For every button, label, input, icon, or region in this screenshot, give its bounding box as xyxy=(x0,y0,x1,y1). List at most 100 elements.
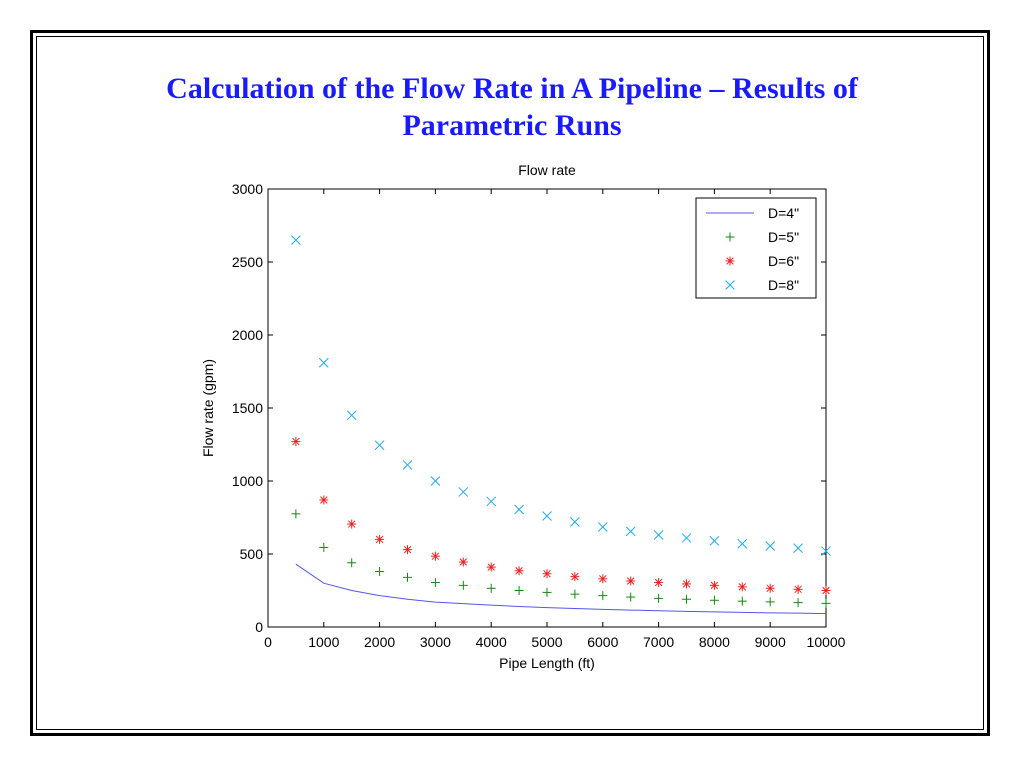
legend-marker-sample xyxy=(725,256,735,266)
data-point xyxy=(821,546,831,556)
slide-title-line-1: Calculation of the Flow Rate in A Pipeli… xyxy=(166,72,858,105)
data-point xyxy=(375,534,385,544)
data-point xyxy=(514,504,524,515)
data-point xyxy=(793,598,803,608)
x-tick-label: 2000 xyxy=(364,634,395,650)
data-point xyxy=(486,583,496,593)
data-point xyxy=(681,533,692,543)
data-point xyxy=(458,557,468,567)
marker-stroke xyxy=(597,522,608,532)
marker-stroke xyxy=(822,586,830,595)
marker-stroke xyxy=(625,526,636,537)
data-point xyxy=(346,410,357,421)
data-point xyxy=(765,541,776,551)
data-point xyxy=(318,357,329,368)
data-point xyxy=(403,545,412,555)
marker-stroke xyxy=(794,585,802,594)
x-tick-label: 9000 xyxy=(755,634,786,650)
data-point xyxy=(542,569,552,579)
legend-marker-sample xyxy=(725,232,735,242)
data-point xyxy=(737,582,747,592)
legend: D=4" D=5" D=6" D=8" xyxy=(695,197,817,299)
data-point xyxy=(793,584,803,594)
marker-stroke xyxy=(514,504,524,515)
data-point xyxy=(597,522,608,532)
series-layer xyxy=(291,235,831,615)
data-point xyxy=(626,576,636,586)
marker-stroke xyxy=(626,577,635,585)
marker-stroke xyxy=(291,235,301,245)
marker-stroke xyxy=(765,541,776,551)
legend-entry-label: D=6" xyxy=(768,253,799,269)
marker-stroke xyxy=(543,569,551,578)
slide-outer-border xyxy=(30,30,990,736)
marker-stroke xyxy=(725,280,735,290)
marker-stroke xyxy=(571,572,579,581)
data-point xyxy=(598,591,608,601)
legend-box xyxy=(695,197,817,299)
data-point xyxy=(347,558,357,568)
y-tick-label: 2000 xyxy=(232,327,263,343)
marker-stroke xyxy=(430,476,441,486)
data-point xyxy=(598,574,608,584)
y-axis-label: Flow rate (gpm) xyxy=(200,359,216,457)
x-tick-label: 0 xyxy=(264,634,272,650)
series-3 xyxy=(291,235,831,556)
marker-stroke xyxy=(347,520,356,528)
data-point xyxy=(570,589,580,599)
series-line xyxy=(295,563,827,615)
data-point xyxy=(709,580,719,590)
marker-stroke xyxy=(487,563,495,571)
marker-stroke xyxy=(402,460,413,470)
x-axis-label: Pipe Length (ft) xyxy=(499,655,595,671)
legend-entry-label: D=5" xyxy=(768,229,799,245)
data-point xyxy=(793,543,803,554)
chart-title: Flow rate xyxy=(518,162,576,178)
marker-stroke xyxy=(542,511,552,521)
y-tick-label: 1000 xyxy=(232,473,263,489)
series-2 xyxy=(291,437,831,595)
data-point xyxy=(654,593,664,603)
slide-inner-border xyxy=(36,36,984,730)
data-point xyxy=(709,536,720,546)
data-point xyxy=(625,526,636,537)
legend-marker-sample xyxy=(725,280,735,290)
x-tick-label: 8000 xyxy=(699,634,730,650)
data-point xyxy=(403,572,412,582)
x-tick-label: 7000 xyxy=(643,634,674,650)
marker-stroke xyxy=(737,538,748,549)
x-tick-label: 6000 xyxy=(587,634,618,650)
data-point xyxy=(765,597,775,607)
marker-stroke xyxy=(653,530,664,540)
data-point xyxy=(291,509,301,519)
data-point xyxy=(319,495,329,505)
x-axis: 0 1000 2000 3000 4000 5000 6000 7000 8000 9000 100… xyxy=(264,189,846,650)
data-point xyxy=(682,579,691,589)
y-tick-label: 0 xyxy=(255,619,263,635)
x-tick-label: 5000 xyxy=(531,634,562,650)
data-point xyxy=(291,235,301,245)
marker-stroke xyxy=(374,440,385,451)
data-point xyxy=(821,598,831,608)
data-point xyxy=(542,511,552,521)
data-point xyxy=(430,577,440,587)
marker-stroke xyxy=(709,536,720,546)
y-tick-label: 1500 xyxy=(232,400,263,416)
marker-stroke xyxy=(346,410,357,421)
data-point xyxy=(374,440,385,451)
data-point xyxy=(458,487,469,497)
data-point xyxy=(458,580,468,590)
data-point xyxy=(821,586,831,595)
data-point xyxy=(737,596,747,606)
legend-entry-label: D=8" xyxy=(768,277,799,293)
marker-stroke xyxy=(570,517,580,527)
marker-stroke xyxy=(431,552,440,560)
data-point xyxy=(709,595,719,605)
data-point xyxy=(570,572,580,582)
y-tick-label: 3000 xyxy=(232,181,263,197)
data-point xyxy=(375,567,385,577)
data-point xyxy=(430,476,441,486)
legend-entry-label: D=4" xyxy=(768,205,799,221)
series-1 xyxy=(291,509,831,608)
marker-stroke xyxy=(599,575,607,583)
